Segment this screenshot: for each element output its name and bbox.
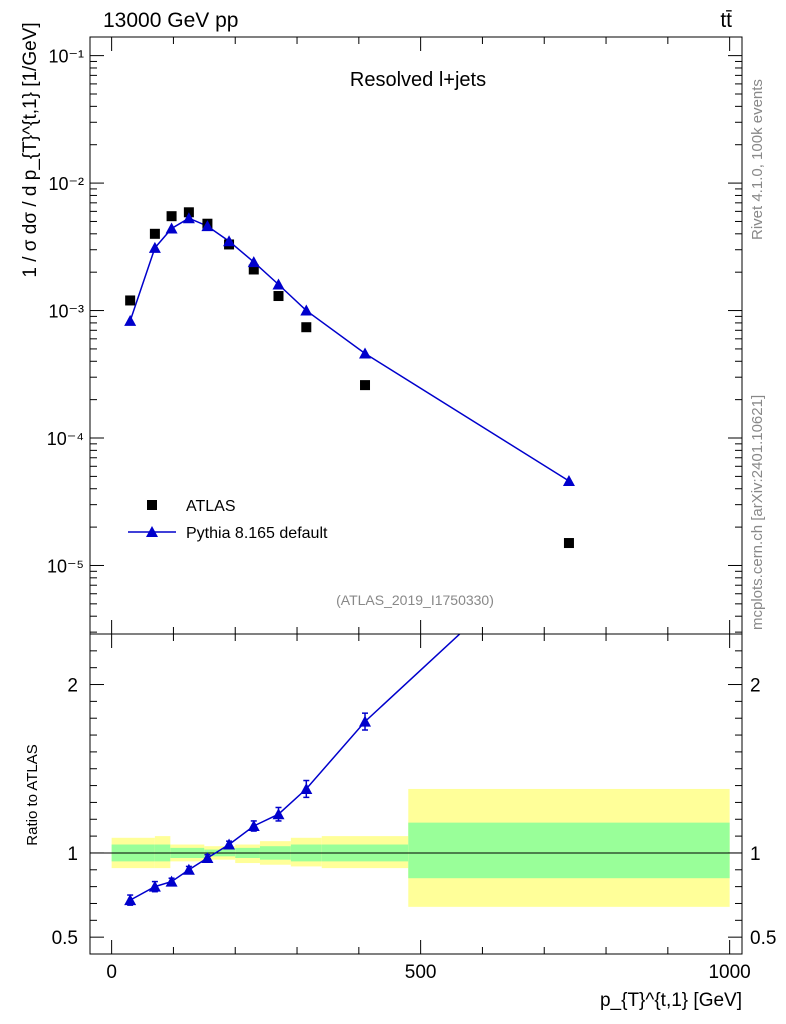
ratio-ticks bbox=[90, 634, 742, 954]
data-point bbox=[301, 322, 312, 333]
legend: ATLAS Pythia 8.165 default bbox=[128, 498, 328, 542]
ratio-point bbox=[182, 863, 195, 875]
ratio-xlabel: p_{T}^{t,1} [GeV] bbox=[600, 990, 742, 1011]
mc-point bbox=[201, 220, 214, 232]
main-panel: 10⁻¹ 10⁻² 10⁻³ 10⁻⁴ 10⁻⁵ Resolved l+jets (AT… bbox=[20, 22, 743, 635]
mc-line bbox=[129, 217, 570, 482]
data-point bbox=[563, 538, 574, 549]
analysis-label: (ATLAS_2019_I1750330) bbox=[336, 592, 494, 608]
ratio-mc-points bbox=[124, 527, 575, 906]
main-ytick-labels: 10⁻¹ 10⁻² 10⁻³ 10⁻⁴ 10⁻⁵ bbox=[47, 47, 84, 577]
ratio-band-inner bbox=[408, 822, 730, 879]
main-ylabel: 1 / σ dσ / d p_{T}^{t,1} [1/GeV] bbox=[20, 22, 41, 277]
ratio-point bbox=[148, 880, 161, 892]
data-point bbox=[166, 211, 177, 222]
main-ytick-label: 10⁻³ bbox=[48, 302, 84, 322]
ratio-point bbox=[201, 852, 214, 863]
process-label: tt̄ bbox=[720, 9, 732, 32]
main-ytick-label: 10⁻¹ bbox=[48, 47, 84, 67]
ratio-xtick-label: 0 bbox=[106, 962, 117, 983]
mc-points bbox=[124, 212, 575, 486]
ratio-panel: 0.5 0.5 1 1 2 2 0 500 1000 Ratio to ATLAS p_{T}… bbox=[24, 527, 777, 1011]
mc-point bbox=[562, 474, 575, 486]
mc-point bbox=[148, 241, 161, 253]
data-point bbox=[248, 264, 259, 275]
ratio-point bbox=[124, 894, 137, 906]
legend-mc-label: Pythia 8.165 default bbox=[186, 525, 328, 542]
data-points bbox=[125, 207, 574, 549]
ratio-frame bbox=[89, 633, 743, 955]
data-point bbox=[273, 291, 284, 302]
data-point bbox=[149, 228, 160, 239]
mc-point bbox=[272, 278, 285, 290]
mc-point bbox=[359, 347, 372, 359]
ratio-point bbox=[272, 808, 285, 820]
main-ytick-label: 10⁻⁵ bbox=[47, 556, 84, 576]
main-ticks bbox=[90, 37, 742, 634]
ratio-ytick-label-right: 1 bbox=[750, 844, 761, 865]
ratio-point bbox=[247, 820, 260, 831]
source-label: mcplots.cern.ch [arXiv:2401.10621] bbox=[749, 395, 766, 630]
ratio-ytick-label: 1 bbox=[67, 844, 78, 865]
mc-point bbox=[182, 212, 195, 224]
ratio-ytick-label-right: 0.5 bbox=[750, 928, 776, 949]
main-title: Resolved l+jets bbox=[350, 69, 486, 91]
mc-point bbox=[223, 235, 236, 247]
main-frame bbox=[89, 36, 743, 635]
mc-point bbox=[165, 222, 178, 234]
mc-point bbox=[300, 304, 313, 316]
data-point bbox=[125, 295, 136, 306]
ratio-point bbox=[563, 527, 575, 538]
legend-data-marker bbox=[147, 500, 157, 510]
ratio-ytick-labels: 0.5 0.5 1 1 2 2 bbox=[52, 676, 777, 950]
ratio-point bbox=[359, 715, 372, 727]
legend-data-label: ATLAS bbox=[186, 498, 236, 515]
ratio-bands bbox=[111, 788, 730, 907]
main-ytick-label: 10⁻² bbox=[48, 174, 84, 194]
ratio-point bbox=[165, 875, 178, 887]
ratio-ylabel: Ratio to ATLAS bbox=[24, 744, 41, 845]
main-ytick-label: 10⁻⁴ bbox=[47, 429, 84, 449]
ratio-point bbox=[300, 782, 313, 794]
ratio-ytick-label: 0.5 bbox=[52, 928, 78, 949]
mc-point bbox=[247, 256, 260, 268]
ratio-point bbox=[223, 838, 236, 850]
rivet-label: Rivet 4.1.0, 100k events bbox=[749, 79, 766, 240]
ratio-xtick-label: 1000 bbox=[708, 962, 750, 983]
legend-mc-marker bbox=[146, 526, 158, 537]
ratio-xtick-labels: 0 500 1000 bbox=[106, 962, 750, 983]
mc-point bbox=[124, 314, 137, 326]
energy-label: 13000 GeV pp bbox=[103, 9, 238, 32]
ratio-xtick-label: 500 bbox=[405, 962, 437, 983]
data-point bbox=[360, 380, 371, 391]
ratio-ytick-label: 2 bbox=[67, 676, 78, 697]
ratio-ytick-label-right: 2 bbox=[750, 676, 761, 697]
